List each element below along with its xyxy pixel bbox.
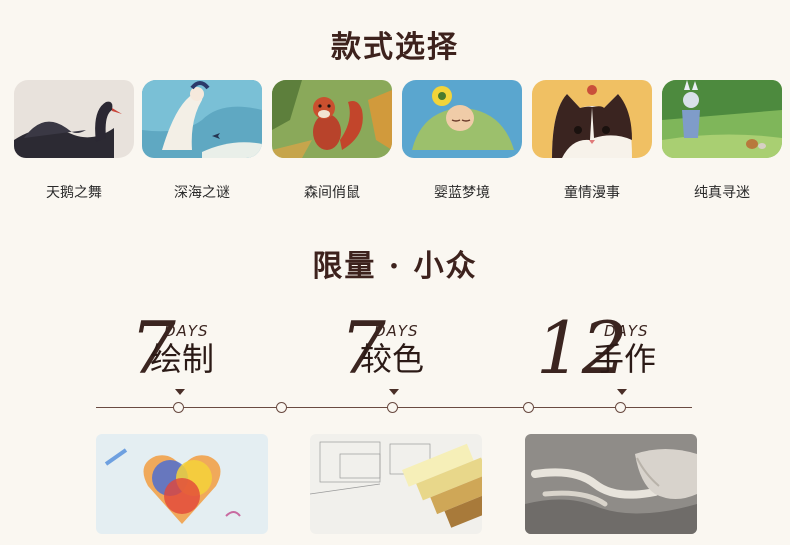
stat-handmade: 12 DAYS 手作 — [536, 300, 696, 388]
process-timeline — [96, 389, 692, 420]
stat-color-check: 7 DAYS 较色 — [340, 300, 480, 388]
color-swatches-icon — [310, 434, 482, 534]
timeline-arrow-icon — [175, 389, 185, 395]
stat-unit: DAYS — [374, 322, 419, 340]
style-option-sea[interactable]: 深海之谜 — [140, 80, 264, 202]
sea-maiden-icon — [142, 80, 262, 158]
timeline-arrow-icon — [617, 389, 627, 395]
stat-label: 较色 — [360, 340, 425, 378]
section-title-styles: 款式选择 — [331, 30, 459, 65]
timeline-arrow-icon — [389, 389, 399, 395]
section-title-limited: 限量 · 小众 — [312, 249, 478, 284]
bunny-girl-icon — [662, 80, 782, 158]
style-gallery: 天鹅之舞 深海之谜 — [0, 80, 790, 210]
style-option-dream[interactable]: 婴蓝梦境 — [400, 80, 524, 202]
handcraft-icon — [525, 434, 697, 534]
timeline-node-icon — [276, 402, 287, 413]
style-label: 森间俏鼠 — [304, 185, 360, 201]
style-option-squirrel[interactable]: 森间俏鼠 — [270, 80, 394, 202]
timeline-node-icon — [523, 402, 534, 413]
style-option-cat[interactable]: 童情漫事 — [530, 80, 654, 202]
black-swan-icon — [14, 80, 134, 158]
process-photos — [0, 434, 790, 534]
process-stats: 7 DAYS 绘制 7 DAYS 较色 12 DAYS 手作 — [0, 300, 790, 390]
red-squirrel-icon — [272, 80, 392, 158]
style-label: 深海之谜 — [174, 185, 230, 201]
stat-number: 12 — [536, 306, 628, 390]
stat-label: 绘制 — [150, 340, 215, 378]
stat-unit: DAYS — [604, 322, 649, 340]
timeline-node-icon — [173, 402, 184, 413]
style-option-swan[interactable]: 天鹅之舞 — [12, 80, 136, 202]
style-label: 童情漫事 — [564, 185, 620, 201]
style-label: 婴蓝梦境 — [434, 185, 490, 201]
sleeping-child-icon — [402, 80, 522, 158]
calico-cat-icon — [532, 80, 652, 158]
style-option-bunny[interactable]: 纯真寻迷 — [660, 80, 784, 202]
style-label: 天鹅之舞 — [46, 185, 102, 201]
color-wheel-sketch-icon — [96, 434, 268, 534]
stat-number: 7 — [130, 306, 176, 390]
style-label: 纯真寻迷 — [694, 185, 750, 201]
stat-unit: DAYS — [164, 322, 209, 340]
stat-drawing: 7 DAYS 绘制 — [130, 300, 270, 388]
stat-label: 手作 — [592, 340, 657, 378]
timeline-node-icon — [615, 402, 626, 413]
timeline-node-icon — [387, 402, 398, 413]
stat-number: 7 — [340, 306, 386, 390]
